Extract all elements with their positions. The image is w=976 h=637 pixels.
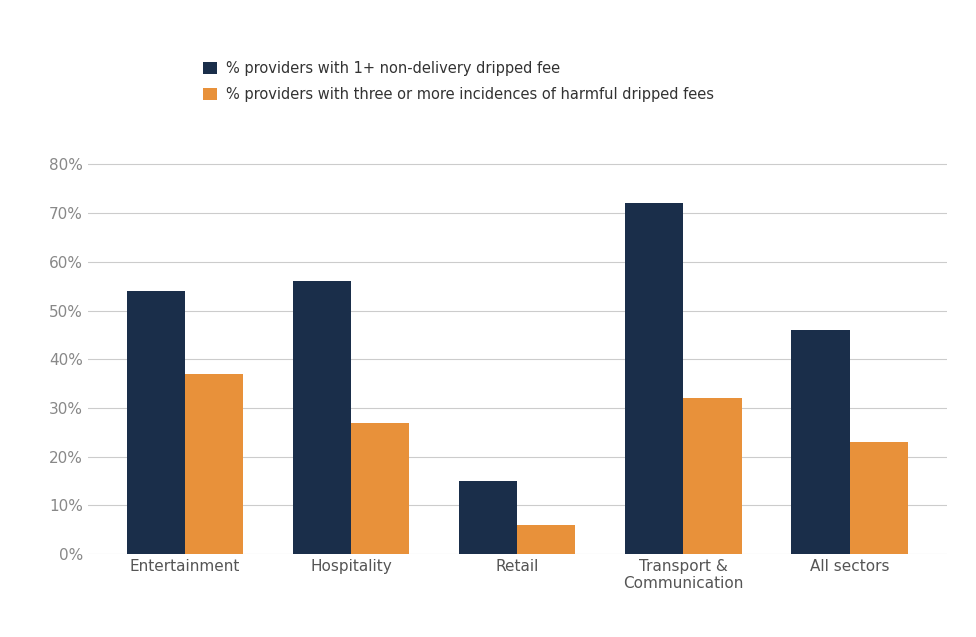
Bar — [792, 330, 849, 554]
Bar — [849, 442, 908, 554]
Bar — [127, 291, 185, 554]
Bar — [517, 525, 576, 554]
Bar — [185, 374, 243, 554]
Bar — [293, 282, 351, 554]
Bar — [351, 423, 409, 554]
Bar — [626, 203, 683, 554]
Bar — [683, 398, 742, 554]
Bar — [459, 481, 517, 554]
Legend: % providers with 1+ non-delivery dripped fee, % providers with three or more inc: % providers with 1+ non-delivery dripped… — [198, 56, 718, 107]
